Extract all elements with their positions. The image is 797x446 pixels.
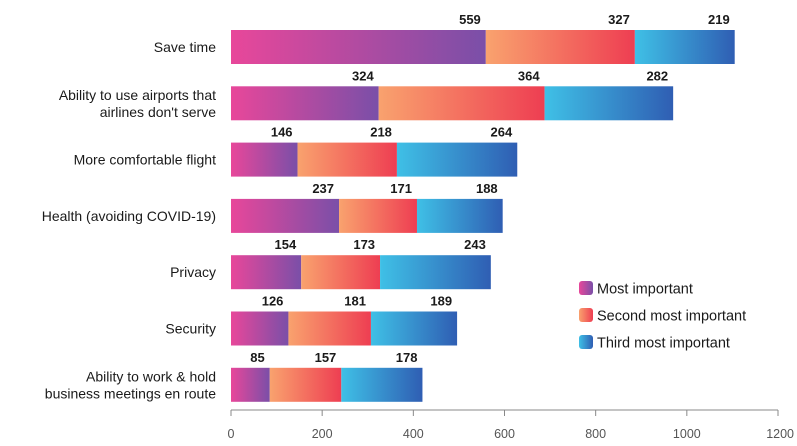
legend: Most important Second most important Third… [579, 281, 746, 352]
value-label: 219 [708, 12, 730, 27]
category-label-line: Ability to use airports that [59, 87, 216, 103]
value-label: 85 [250, 350, 264, 365]
bar-segment [231, 198, 340, 233]
x-tick-label: 400 [403, 427, 424, 441]
category-label-line: Ability to work & hold [86, 368, 216, 384]
category-labels: Save time Ability to use airports that air… [42, 39, 217, 401]
bar-segment [301, 255, 381, 290]
category-label: Ability to use airports that airlines don… [59, 87, 216, 120]
legend-swatch [579, 335, 593, 349]
category-label: Ability to work & hold business meetings … [45, 368, 216, 401]
legend-swatch [579, 308, 593, 322]
value-label: 181 [344, 294, 366, 309]
legend-label: Most important [597, 282, 693, 298]
value-label: 218 [370, 125, 392, 140]
bar-segment [341, 367, 423, 402]
bar-segment [231, 142, 298, 177]
value-labels: 559 327 219 324 364 282 146 218 264 237 171 188 154 1… [250, 12, 729, 365]
value-label: 559 [459, 12, 481, 27]
bar-segment [416, 198, 503, 233]
bar-segment [370, 311, 458, 346]
x-tick-label: 1000 [673, 427, 701, 441]
value-label: 126 [262, 294, 284, 309]
value-label: 178 [396, 350, 418, 365]
value-label: 264 [491, 125, 513, 140]
x-tick-label: 600 [494, 427, 515, 441]
value-label: 173 [353, 237, 375, 252]
category-label-line: Privacy [170, 264, 216, 280]
category-label-line: Save time [154, 39, 216, 55]
value-label: 188 [476, 181, 498, 196]
value-label: 327 [608, 12, 630, 27]
value-label: 243 [464, 237, 486, 252]
bar-segment [485, 30, 635, 64]
bar-segment [288, 311, 371, 346]
category-label: More comfortable flight [74, 152, 217, 168]
category-label-line: business meetings en route [45, 385, 216, 401]
category-label-line: airlines don't serve [100, 104, 217, 120]
value-label: 154 [274, 237, 296, 252]
bar-segment [231, 86, 379, 121]
value-label: 189 [430, 294, 452, 309]
bar-segment [231, 311, 289, 346]
x-tick-label: 200 [312, 427, 333, 441]
category-label-line: Health (avoiding COVID-19) [42, 208, 216, 224]
category-label: Save time [154, 39, 216, 55]
bars-layer [231, 30, 735, 402]
bar-segment [339, 198, 417, 233]
value-label: 146 [271, 125, 293, 140]
value-label: 157 [315, 350, 337, 365]
value-label: 282 [646, 68, 668, 83]
x-tick-label: 0 [228, 427, 235, 441]
legend-swatch [579, 281, 593, 295]
bar-segment [269, 367, 342, 402]
bar-segment [634, 30, 735, 64]
x-tick-label: 800 [585, 427, 606, 441]
value-label: 324 [352, 68, 374, 83]
category-label: Security [165, 321, 216, 337]
bar-segment [396, 142, 518, 177]
category-label: Health (avoiding COVID-19) [42, 208, 216, 224]
bar-segment [231, 255, 302, 290]
category-label: Privacy [170, 264, 216, 280]
x-axis: 0 200 400 600 800 1000 1200 [228, 409, 794, 441]
x-tick-label: 1200 [766, 427, 794, 441]
value-label: 364 [518, 68, 540, 83]
bar-segment [380, 255, 491, 290]
bar-segment [544, 86, 674, 121]
category-label-line: Security [165, 321, 216, 337]
bar-segment [231, 30, 486, 64]
bar-segment [378, 86, 545, 121]
bar-segment [231, 367, 270, 402]
value-label: 171 [390, 181, 412, 196]
legend-label: Third most important [597, 336, 730, 352]
legend-label: Second most important [597, 309, 746, 325]
bar-segment [297, 142, 397, 177]
category-label-line: More comfortable flight [74, 152, 217, 168]
value-label: 237 [312, 181, 334, 196]
